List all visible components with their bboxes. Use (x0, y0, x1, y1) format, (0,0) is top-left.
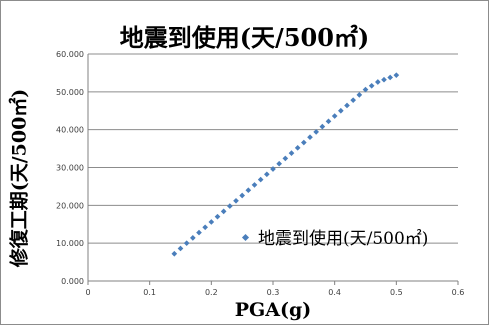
x-tick-label: 0.3 (267, 288, 280, 297)
chart-title: 地震到使用(天/500㎡) (119, 23, 370, 52)
y-tick-label: 10.000 (56, 239, 84, 248)
legend: 地震到使用(天/500㎡) (241, 228, 428, 249)
y-tick-label: 20.000 (56, 201, 84, 210)
x-tick-label: 0.1 (143, 288, 156, 297)
data-point (344, 102, 350, 109)
legend-label: 地震到使用(天/500㎡) (258, 228, 428, 249)
data-point (276, 160, 282, 167)
data-point (270, 166, 276, 172)
data-point (177, 245, 184, 252)
y-tick-label: 30.000 (56, 164, 84, 173)
data-point (288, 150, 295, 156)
data-point (319, 123, 326, 130)
data-points (171, 72, 400, 257)
y-tick-label: 60.000 (56, 50, 84, 59)
y-tick-label: 0.000 (61, 277, 84, 286)
data-point (313, 129, 319, 135)
data-point (171, 250, 178, 257)
data-point (387, 74, 393, 81)
data-point (251, 182, 258, 188)
x-tick-label: 0 (85, 288, 90, 297)
data-point (350, 97, 356, 103)
data-point (208, 219, 215, 225)
y-tick-label: 40.000 (56, 126, 84, 135)
data-point (190, 235, 196, 241)
data-point (214, 213, 221, 220)
data-point (356, 92, 363, 98)
data-point (381, 76, 387, 83)
data-point (183, 240, 190, 246)
data-point (294, 144, 301, 151)
data-point (239, 192, 245, 199)
y-tick-labels: 0.000 10.000 20.000 30.000 40.000 50.000 60.00… (56, 50, 84, 286)
data-point (301, 139, 307, 146)
data-point (245, 187, 252, 194)
data-point (393, 72, 400, 79)
data-point (331, 113, 338, 119)
y-tick-label: 50.000 (56, 88, 84, 97)
data-point (362, 86, 369, 93)
x-tick-labels: 0 0.1 0.2 0.3 0.4 0.5 0.6 (85, 288, 464, 297)
x-tick-label: 0.4 (328, 288, 341, 297)
data-point (233, 197, 239, 204)
data-point (282, 155, 289, 162)
data-point (338, 107, 344, 114)
x-tick-label: 0.5 (390, 288, 403, 297)
x-tick-label: 0.2 (205, 288, 218, 297)
data-point (375, 79, 381, 85)
data-point (368, 82, 375, 89)
data-point (257, 176, 264, 183)
x-axis-label: PGA(g) (234, 299, 312, 321)
legend-marker (241, 233, 250, 242)
data-point (202, 224, 208, 231)
data-point (196, 229, 202, 236)
x-tick-label: 0.6 (452, 288, 465, 297)
data-point (227, 203, 233, 209)
data-point (325, 118, 332, 125)
data-point (264, 171, 270, 178)
data-point (220, 208, 227, 215)
data-point (307, 134, 313, 141)
